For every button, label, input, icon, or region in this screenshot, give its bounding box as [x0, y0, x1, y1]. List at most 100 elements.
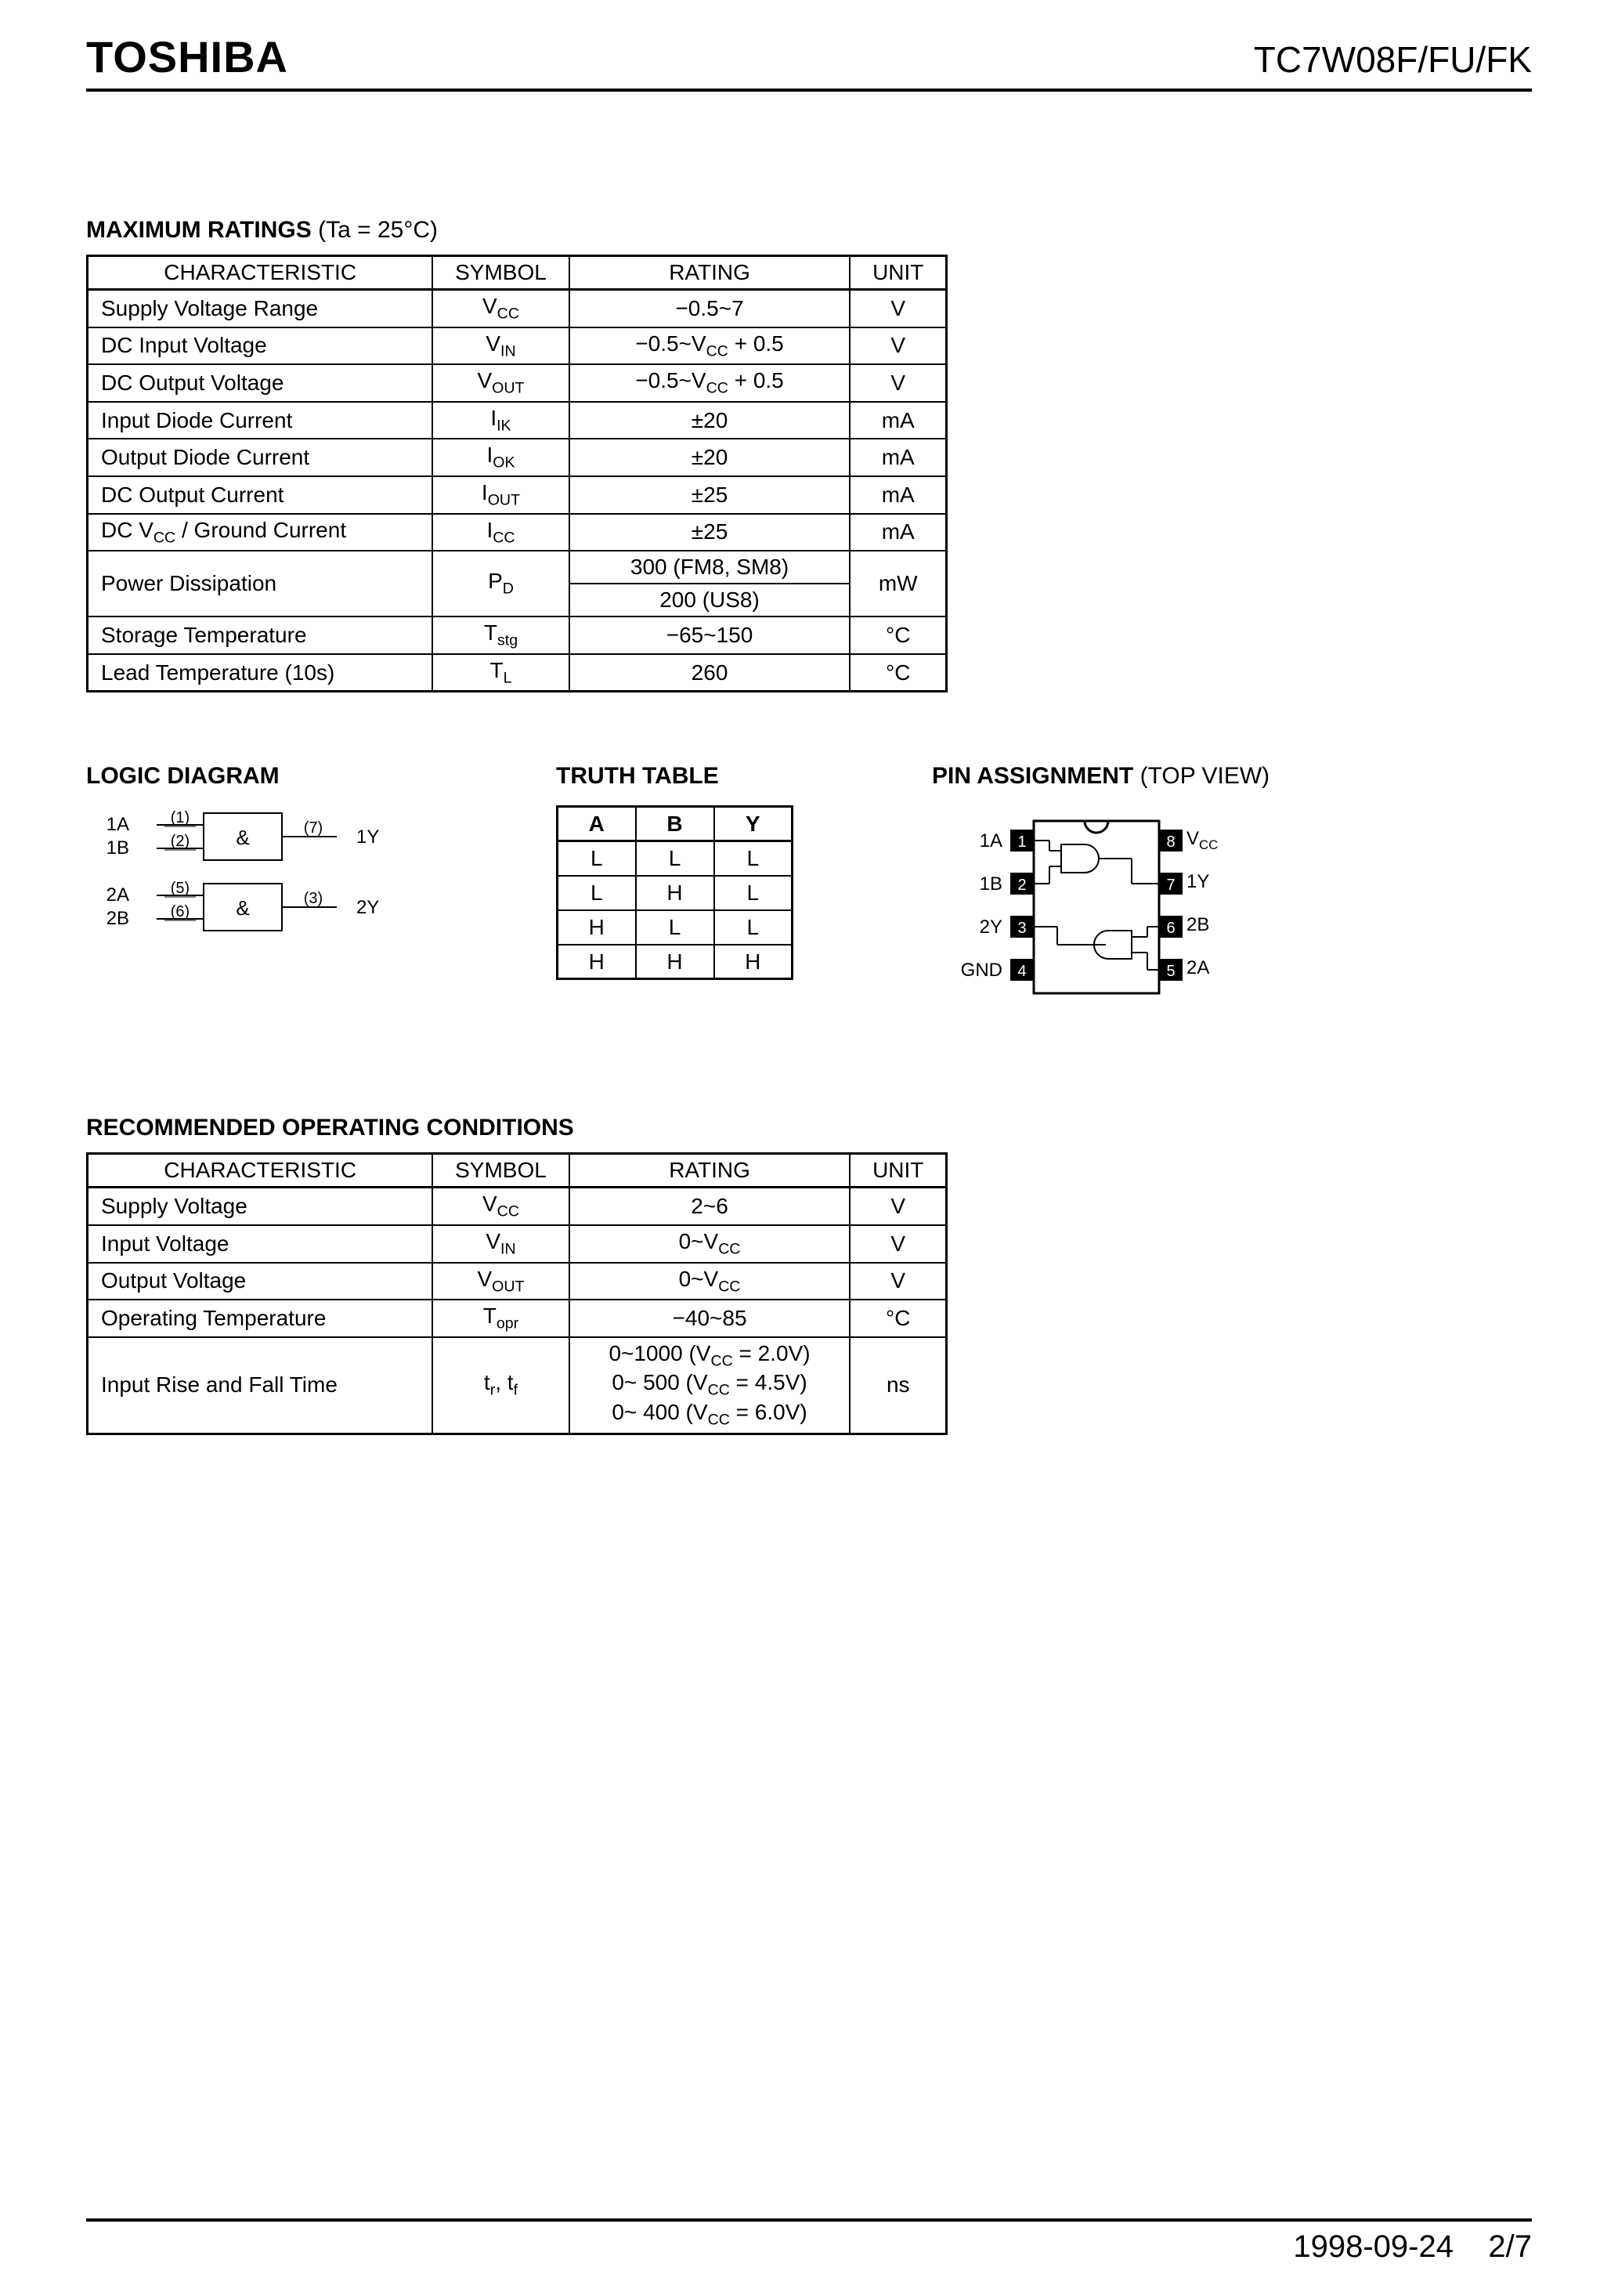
rcell-rating: 2~6 — [569, 1188, 851, 1225]
cell-char: Output Diode Current — [88, 439, 433, 476]
brand-logo: TOSHIBA — [86, 31, 288, 82]
cell-char: Supply Voltage Range — [88, 290, 433, 327]
svg-text:1Y: 1Y — [356, 826, 379, 848]
cell-sym: VCC — [432, 290, 569, 327]
cell-unit: °C — [850, 616, 946, 654]
cell-unit: mW — [850, 551, 946, 616]
cell-rating: −0.5~7 — [569, 290, 851, 327]
rcell-unit: V — [850, 1188, 946, 1225]
svg-text:&: & — [236, 896, 249, 920]
tt-cell: H — [636, 945, 714, 979]
rcell-sym: Topr — [432, 1300, 569, 1337]
rcell-rating: 0~VCC — [569, 1225, 851, 1263]
tt-cell: L — [714, 910, 793, 945]
pin-assignment-title: PIN ASSIGNMENT (TOP VIEW) — [932, 763, 1418, 790]
svg-text:GND: GND — [961, 960, 1002, 981]
tt-head-a: A — [558, 807, 636, 841]
svg-text:2: 2 — [1017, 877, 1026, 894]
svg-text:2Y: 2Y — [356, 897, 379, 918]
rcell-char: Input Rise and Fall Time — [88, 1337, 433, 1434]
cell-rating: ±20 — [569, 402, 851, 439]
svg-text:2B: 2B — [107, 908, 129, 929]
maximum-ratings-section: MAXIMUM RATINGS (Ta = 25°C) CHARACTERIST… — [86, 217, 1532, 692]
cell-unit: mA — [850, 514, 946, 551]
cell-char: DC Output Voltage — [88, 364, 433, 402]
pin-assignment-svg: 11A21B32Y4GND 8VCC71Y62B52A — [932, 805, 1261, 1009]
svg-text:(3): (3) — [304, 890, 323, 907]
cell-rating: −65~150 — [569, 616, 851, 654]
cell-sym: Tstg — [432, 616, 569, 654]
rcol-rating: RATING — [569, 1154, 851, 1188]
cell-rating: −0.5~VCC + 0.5 — [569, 364, 851, 402]
rcol-symbol: SYMBOL — [432, 1154, 569, 1188]
col-characteristic: CHARACTERISTIC — [88, 256, 433, 290]
pin-assignment-section: PIN ASSIGNMENT (TOP VIEW) — [932, 763, 1418, 1013]
tt-head-b: B — [636, 807, 714, 841]
col-symbol: SYMBOL — [432, 256, 569, 290]
tt-cell: H — [636, 876, 714, 910]
logic-diagram-section: LOGIC DIAGRAM & 1A (1) 1B (2) (7) 1Y & 2… — [86, 763, 525, 958]
cell-sym: TL — [432, 654, 569, 692]
cell-char: Power Dissipation — [88, 551, 433, 616]
truth-table-title: TRUTH TABLE — [556, 763, 901, 790]
truth-table: A B Y LLLLHLHLLHHH — [556, 805, 793, 980]
cell-sym: IOK — [432, 439, 569, 476]
max-ratings-title: MAXIMUM RATINGS (Ta = 25°C) — [86, 217, 1532, 244]
cell-sym: PD — [432, 551, 569, 616]
rcell-sym: tr, tf — [432, 1337, 569, 1434]
rcol-unit: UNIT — [850, 1154, 946, 1188]
cell-char: DC Input Voltage — [88, 327, 433, 365]
svg-text:1: 1 — [1017, 833, 1026, 851]
svg-text:1B: 1B — [980, 873, 1002, 895]
rcell-sym: VIN — [432, 1225, 569, 1263]
rcell-unit: °C — [850, 1300, 946, 1337]
cell-unit: mA — [850, 476, 946, 514]
svg-text:3: 3 — [1017, 920, 1026, 937]
col-rating: RATING — [569, 256, 851, 290]
svg-text:(6): (6) — [171, 903, 190, 920]
cell-unit: V — [850, 290, 946, 327]
rcell-char: Output Voltage — [88, 1263, 433, 1300]
rcell-rating: −40~85 — [569, 1300, 851, 1337]
cell-unit: V — [850, 364, 946, 402]
cell-unit: °C — [850, 654, 946, 692]
page-header: TOSHIBA TC7W08F/FU/FK — [86, 31, 1532, 92]
tt-cell: L — [636, 841, 714, 876]
rcell-unit: ns — [850, 1337, 946, 1434]
tt-cell: L — [714, 876, 793, 910]
rcell-char: Operating Temperature — [88, 1300, 433, 1337]
svg-text:&: & — [236, 826, 249, 849]
footer-page: 2/7 — [1488, 2229, 1532, 2264]
cell-sym: IOUT — [432, 476, 569, 514]
tt-cell: L — [558, 876, 636, 910]
maximum-ratings-table: CHARACTERISTIC SYMBOL RATING UNIT Supply… — [86, 255, 948, 692]
logic-diagram-svg: & 1A (1) 1B (2) (7) 1Y & 2A (5) 2B (6) — [86, 805, 384, 954]
rcell-rating: 0~1000 (VCC = 2.0V)0~ 500 (VCC = 4.5V)0~… — [569, 1337, 851, 1434]
cell-char: DC VCC / Ground Current — [88, 514, 433, 551]
rcell-char: Input Voltage — [88, 1225, 433, 1263]
cell-unit: mA — [850, 402, 946, 439]
cell-char: Storage Temperature — [88, 616, 433, 654]
rcell-sym: VCC — [432, 1188, 569, 1225]
svg-text:6: 6 — [1166, 920, 1175, 937]
tt-cell: H — [558, 910, 636, 945]
tt-head-y: Y — [714, 807, 793, 841]
cell-rating: 260 — [569, 654, 851, 692]
cell-sym: VIN — [432, 327, 569, 365]
truth-table-section: TRUTH TABLE A B Y LLLLHLHLLHHH — [556, 763, 901, 980]
cell-sym: VOUT — [432, 364, 569, 402]
cell-sym: ICC — [432, 514, 569, 551]
svg-text:(5): (5) — [171, 880, 190, 897]
svg-text:1A: 1A — [980, 830, 1002, 852]
cell-char: DC Output Current — [88, 476, 433, 514]
svg-text:2A: 2A — [107, 884, 129, 906]
cell-rating: 200 (US8) — [569, 584, 851, 616]
rcell-unit: V — [850, 1225, 946, 1263]
page-footer: 1998-09-24 2/7 — [86, 2222, 1532, 2265]
svg-text:1B: 1B — [107, 837, 129, 859]
cell-rating: ±25 — [569, 476, 851, 514]
tt-cell: L — [636, 910, 714, 945]
rcell-char: Supply Voltage — [88, 1188, 433, 1225]
svg-text:8: 8 — [1166, 833, 1175, 851]
cell-rating: ±25 — [569, 514, 851, 551]
